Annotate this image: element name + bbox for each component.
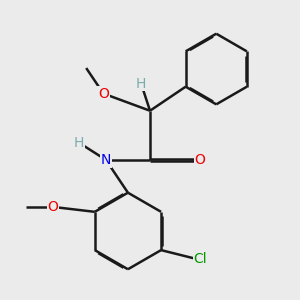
Text: N: N (100, 153, 111, 167)
Text: H: H (74, 136, 84, 150)
Text: H: H (136, 77, 146, 91)
Text: O: O (195, 153, 206, 167)
Text: O: O (48, 200, 58, 214)
Text: O: O (98, 87, 109, 100)
Text: Cl: Cl (194, 252, 207, 266)
